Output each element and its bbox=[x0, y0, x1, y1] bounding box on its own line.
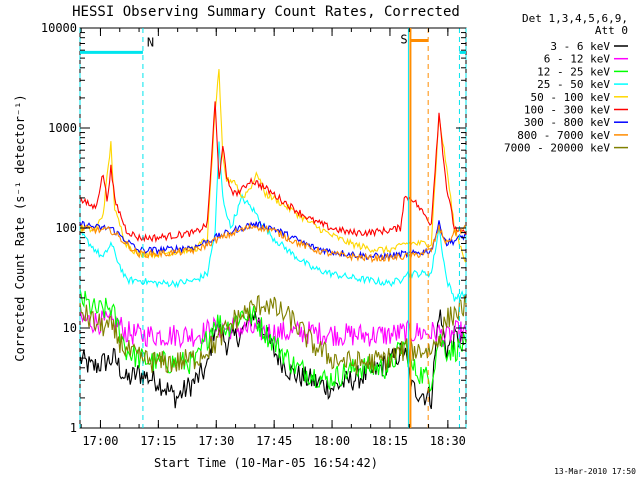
series-line bbox=[79, 101, 467, 243]
series-line bbox=[79, 222, 467, 264]
x-tick-label: 17:30 bbox=[198, 434, 234, 448]
legend-entry: 3 - 6 keV bbox=[550, 40, 610, 53]
x-tick-label: 18:30 bbox=[430, 434, 466, 448]
series-line bbox=[79, 141, 467, 302]
saa-label: S bbox=[400, 32, 407, 46]
legend-entry: 100 - 300 keV bbox=[524, 104, 610, 117]
x-tick-label: 18:15 bbox=[372, 434, 408, 448]
legend-header: Det 1,3,4,5,6,9, bbox=[522, 12, 628, 25]
y-tick-label: 10000 bbox=[41, 21, 77, 35]
legend-entry: 50 - 100 keV bbox=[531, 91, 611, 104]
x-axis: 17:00 17:15 17:30 17:45 18:00 18:15 18:30 bbox=[80, 28, 466, 448]
legend-entry: 7000 - 20000 keV bbox=[504, 142, 610, 155]
x-tick-label: 18:00 bbox=[314, 434, 350, 448]
y-tick-label: 100 bbox=[55, 221, 77, 235]
legend-entry: 6 - 12 keV bbox=[544, 53, 611, 66]
legend-entry: 25 - 50 keV bbox=[537, 78, 610, 91]
legend-entry: 12 - 25 keV bbox=[537, 65, 610, 78]
series-line bbox=[79, 288, 467, 393]
x-tick-label: 17:45 bbox=[256, 434, 292, 448]
y-tick-label: 1 bbox=[70, 421, 77, 435]
legend-entry: 800 - 7000 keV bbox=[517, 129, 610, 142]
legend-entry: 300 - 800 keV bbox=[524, 116, 610, 129]
chart-title: HESSI Observing Summary Count Rates, Cor… bbox=[72, 4, 460, 20]
timestamp: 13-Mar-2010 17:50 bbox=[554, 467, 636, 476]
y-axis: 1 10 100 1000 10000 bbox=[41, 21, 466, 435]
x-axis-label: Start Time (10-Mar-05 16:54:42) bbox=[154, 456, 378, 470]
x-tick-label: 17:15 bbox=[140, 434, 176, 448]
night-label: N bbox=[147, 36, 154, 50]
y-tick-label: 10 bbox=[63, 321, 77, 335]
y-axis-label: Corrected Count Rate (s⁻¹ detector⁻¹) bbox=[13, 94, 27, 361]
series-line bbox=[79, 294, 467, 375]
y-tick-label: 1000 bbox=[48, 121, 77, 135]
legend-header: Att 0 bbox=[595, 24, 628, 37]
series-line bbox=[79, 69, 467, 264]
x-tick-label: 17:00 bbox=[82, 434, 118, 448]
